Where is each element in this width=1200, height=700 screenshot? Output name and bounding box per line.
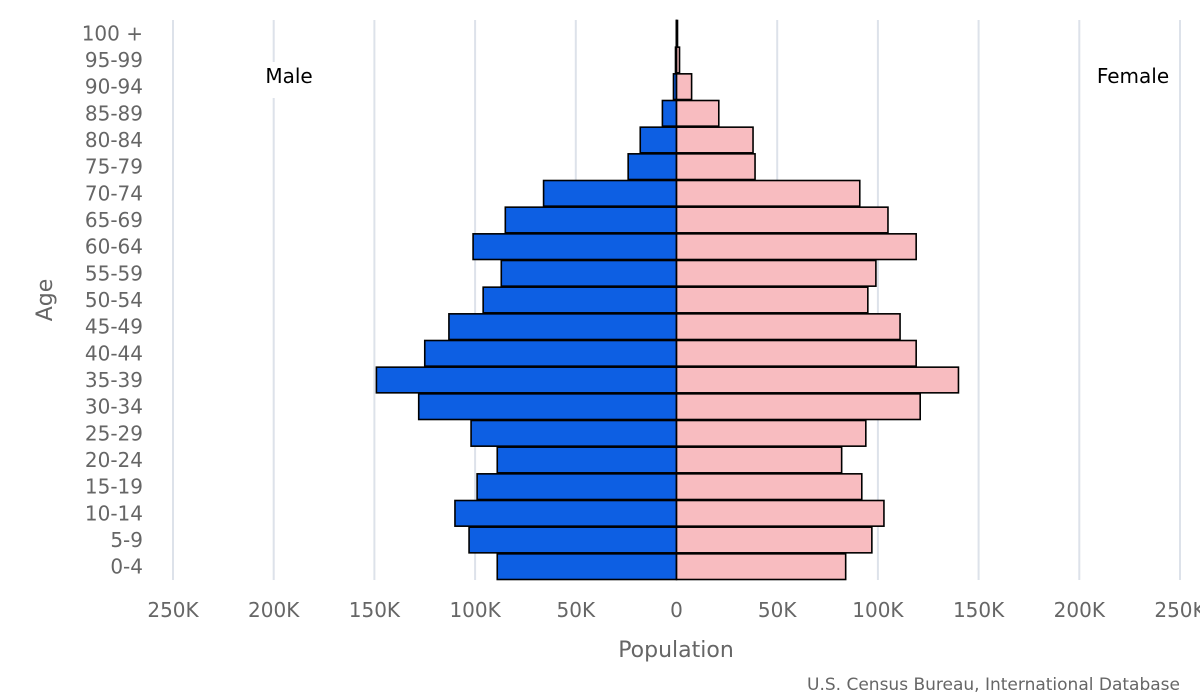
female-bar-75-79 xyxy=(675,153,756,181)
x-tick-label: 100K xyxy=(852,598,904,622)
male-bar-70-74 xyxy=(542,179,678,207)
female-bar-65-69 xyxy=(675,206,889,234)
male-bar-35-39 xyxy=(375,366,678,394)
x-tick-label: 150K xyxy=(349,598,401,622)
female-bar-35-39 xyxy=(675,366,960,394)
male-bar-15-19 xyxy=(476,473,678,501)
x-tick-label: 200K xyxy=(1054,598,1106,622)
y-tick-label: 55-59 xyxy=(85,261,143,285)
male-bar-55-59 xyxy=(500,259,678,287)
female-bar-55-59 xyxy=(675,259,877,287)
legend-female: Female xyxy=(1090,62,1176,98)
female-bar-40-44 xyxy=(675,339,917,367)
male-bar-25-29 xyxy=(470,419,678,447)
female-bar-5-9 xyxy=(675,526,873,554)
legend-female-label: Female xyxy=(1097,64,1169,88)
female-bar-90-94 xyxy=(675,73,693,101)
x-tick-label: 250K xyxy=(1154,598,1200,622)
y-tick-label: 20-24 xyxy=(85,448,143,472)
bars xyxy=(375,19,960,581)
x-tick-label: 250K xyxy=(147,598,199,622)
male-bar-20-24 xyxy=(496,446,678,474)
y-tick-label: 10-14 xyxy=(85,501,143,525)
male-bar-0-4 xyxy=(496,553,678,581)
x-axis-title: Population xyxy=(618,638,734,663)
female-bar-10-14 xyxy=(675,499,885,527)
y-tick-label: 70-74 xyxy=(85,181,143,205)
x-axis-tick-labels: 250K 200K 150K 100K 50K 0 50K 100K 150K 200K 250K xyxy=(147,598,1200,622)
legend-male-label: Male xyxy=(265,64,312,88)
female-bar-30-34 xyxy=(675,393,921,421)
male-bar-30-34 xyxy=(417,393,678,421)
y-tick-label: 60-64 xyxy=(85,235,143,259)
y-tick-label: 95-99 xyxy=(85,48,143,72)
female-bar-0-4 xyxy=(675,553,847,581)
male-bar-10-14 xyxy=(454,499,678,527)
female-bar-25-29 xyxy=(675,419,867,447)
female-bar-85-89 xyxy=(675,99,720,127)
legend-male: Male xyxy=(258,62,320,98)
male-bar-5-9 xyxy=(468,526,678,554)
y-tick-label: 100 + xyxy=(82,21,143,45)
x-tick-label: 50K xyxy=(758,598,797,622)
y-tick-label: 80-84 xyxy=(85,128,143,152)
male-bar-80-84 xyxy=(639,126,678,154)
female-bar-15-19 xyxy=(675,473,863,501)
y-tick-label: 15-19 xyxy=(85,475,143,499)
female-bar-20-24 xyxy=(675,446,843,474)
female-bar-60-64 xyxy=(675,233,917,261)
y-tick-label: 35-39 xyxy=(85,368,143,392)
source-credit: U.S. Census Bureau, International Databa… xyxy=(807,675,1180,695)
y-tick-label: 65-69 xyxy=(85,208,143,232)
x-tick-label: 150K xyxy=(953,598,1005,622)
legend-male-background xyxy=(258,62,320,98)
female-bar-70-74 xyxy=(675,179,861,207)
y-tick-label: 40-44 xyxy=(85,341,143,365)
y-tick-label: 85-89 xyxy=(85,101,143,125)
x-tick-label: 200K xyxy=(248,598,300,622)
y-axis-title: Age xyxy=(33,279,58,322)
x-tick-label: 0 xyxy=(670,598,683,622)
x-tick-label: 50K xyxy=(557,598,596,622)
female-bar-45-49 xyxy=(675,313,901,341)
male-bar-45-49 xyxy=(448,313,678,341)
male-bar-40-44 xyxy=(423,339,678,367)
male-bar-85-89 xyxy=(661,99,678,127)
y-tick-label: 25-29 xyxy=(85,421,143,445)
y-tick-label: 30-34 xyxy=(85,395,143,419)
female-bar-50-54 xyxy=(675,286,869,314)
y-tick-label: 90-94 xyxy=(85,75,143,99)
male-bar-50-54 xyxy=(482,286,678,314)
x-tick-label: 100K xyxy=(449,598,501,622)
y-tick-label: 45-49 xyxy=(85,315,143,339)
y-tick-label: 0-4 xyxy=(110,555,143,579)
male-bar-65-69 xyxy=(504,206,678,234)
y-tick-label: 5-9 xyxy=(110,528,143,552)
male-bar-75-79 xyxy=(627,153,678,181)
legend-female-background xyxy=(1090,62,1176,98)
male-bar-60-64 xyxy=(472,233,678,261)
female-bar-80-84 xyxy=(675,126,754,154)
y-tick-label: 75-79 xyxy=(85,155,143,179)
y-tick-label: 50-54 xyxy=(85,288,143,312)
